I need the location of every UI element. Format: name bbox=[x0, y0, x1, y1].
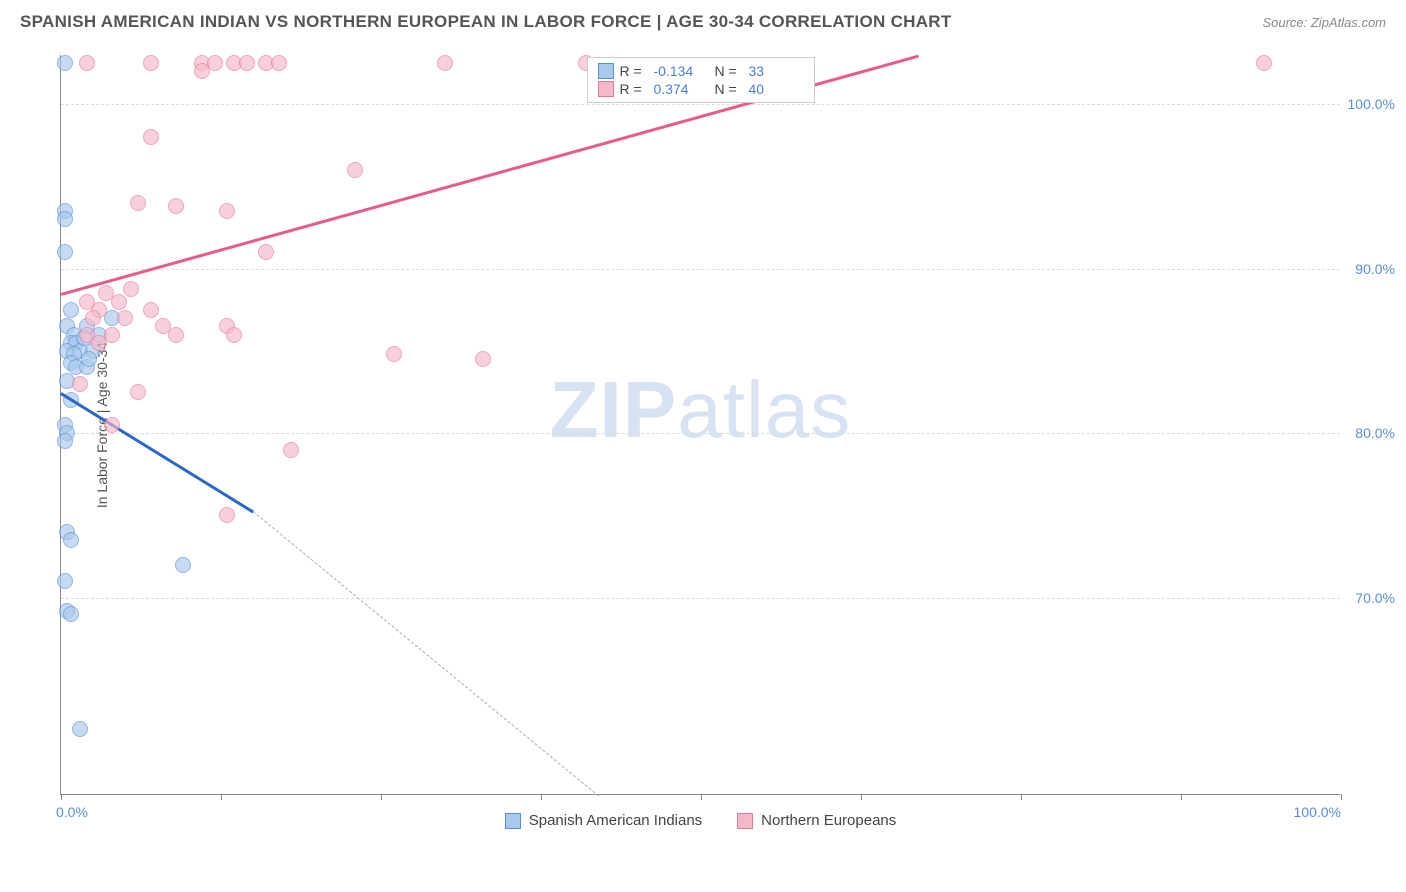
x-tick bbox=[541, 794, 542, 800]
data-point bbox=[98, 285, 114, 301]
legend-r-value: 0.374 bbox=[654, 81, 709, 97]
data-point bbox=[104, 327, 120, 343]
data-point bbox=[79, 55, 95, 71]
series-legend: Spanish American Indians Northern Europea… bbox=[61, 812, 1340, 829]
legend-r-label: R = bbox=[620, 63, 648, 79]
data-point bbox=[168, 327, 184, 343]
scatter-plot: ZIPatlas In Labor Force | Age 30-34 R =-… bbox=[60, 55, 1340, 795]
data-point bbox=[85, 310, 101, 326]
legend-r-label: R = bbox=[620, 81, 648, 97]
x-tick bbox=[701, 794, 702, 800]
data-point bbox=[79, 294, 95, 310]
trend-line-extrapolated bbox=[253, 511, 599, 796]
data-point bbox=[168, 198, 184, 214]
watermark: ZIPatlas bbox=[550, 364, 851, 456]
correlation-legend: R = -0.134 N = 33 R = 0.374 N = 40 bbox=[587, 57, 815, 103]
data-point bbox=[437, 55, 453, 71]
source-label: Source: ZipAtlas.com bbox=[1262, 15, 1386, 30]
data-point bbox=[258, 244, 274, 260]
legend-item: Northern Europeans bbox=[737, 812, 896, 829]
data-point bbox=[63, 302, 79, 318]
y-tick-label: 90.0% bbox=[1345, 261, 1395, 277]
data-point bbox=[57, 211, 73, 227]
data-point bbox=[271, 55, 287, 71]
data-point bbox=[117, 310, 133, 326]
data-point bbox=[239, 55, 255, 71]
gridline bbox=[61, 598, 1340, 599]
data-point bbox=[175, 557, 191, 573]
data-point bbox=[57, 55, 73, 71]
data-point bbox=[143, 129, 159, 145]
data-point bbox=[123, 281, 139, 297]
y-tick-label: 80.0% bbox=[1345, 425, 1395, 441]
legend-swatch bbox=[737, 813, 753, 829]
data-point bbox=[72, 721, 88, 737]
data-point bbox=[283, 442, 299, 458]
legend-swatch bbox=[598, 63, 614, 79]
chart-title: SPANISH AMERICAN INDIAN VS NORTHERN EURO… bbox=[20, 12, 952, 32]
data-point bbox=[143, 302, 159, 318]
data-point bbox=[347, 162, 363, 178]
trend-line bbox=[60, 392, 253, 513]
x-tick bbox=[61, 794, 62, 800]
data-point bbox=[63, 532, 79, 548]
x-tick bbox=[221, 794, 222, 800]
legend-n-value: 33 bbox=[749, 63, 804, 79]
legend-n-label: N = bbox=[715, 63, 743, 79]
data-point bbox=[57, 244, 73, 260]
data-point bbox=[1256, 55, 1272, 71]
x-tick bbox=[1341, 794, 1342, 800]
x-tick-label: 0.0% bbox=[56, 804, 88, 820]
data-point bbox=[72, 376, 88, 392]
data-point bbox=[130, 384, 146, 400]
data-point bbox=[226, 327, 242, 343]
data-point bbox=[57, 573, 73, 589]
data-point bbox=[194, 63, 210, 79]
legend-r-value: -0.134 bbox=[654, 63, 709, 79]
legend-n-label: N = bbox=[715, 81, 743, 97]
data-point bbox=[475, 351, 491, 367]
legend-swatch bbox=[598, 81, 614, 97]
y-tick-label: 100.0% bbox=[1345, 96, 1395, 112]
x-tick bbox=[1021, 794, 1022, 800]
data-point bbox=[81, 351, 97, 367]
data-point bbox=[57, 433, 73, 449]
x-tick bbox=[1181, 794, 1182, 800]
y-tick-label: 70.0% bbox=[1345, 590, 1395, 606]
data-point bbox=[130, 195, 146, 211]
legend-n-value: 40 bbox=[749, 81, 804, 97]
chart-area: ZIPatlas In Labor Force | Age 30-34 R =-… bbox=[60, 55, 1390, 825]
x-tick bbox=[381, 794, 382, 800]
gridline bbox=[61, 104, 1340, 105]
x-tick bbox=[861, 794, 862, 800]
legend-row: R = -0.134 N = 33 bbox=[598, 62, 804, 80]
data-point bbox=[143, 55, 159, 71]
data-point bbox=[104, 417, 120, 433]
legend-label: Northern Europeans bbox=[761, 812, 896, 829]
gridline bbox=[61, 269, 1340, 270]
data-point bbox=[63, 606, 79, 622]
data-point bbox=[386, 346, 402, 362]
data-point bbox=[219, 203, 235, 219]
legend-swatch bbox=[505, 813, 521, 829]
x-tick-label: 100.0% bbox=[1294, 804, 1341, 820]
legend-label: Spanish American Indians bbox=[529, 812, 702, 829]
gridline bbox=[61, 433, 1340, 434]
data-point bbox=[219, 507, 235, 523]
legend-row: R = 0.374 N = 40 bbox=[598, 80, 804, 98]
legend-item: Spanish American Indians bbox=[505, 812, 702, 829]
